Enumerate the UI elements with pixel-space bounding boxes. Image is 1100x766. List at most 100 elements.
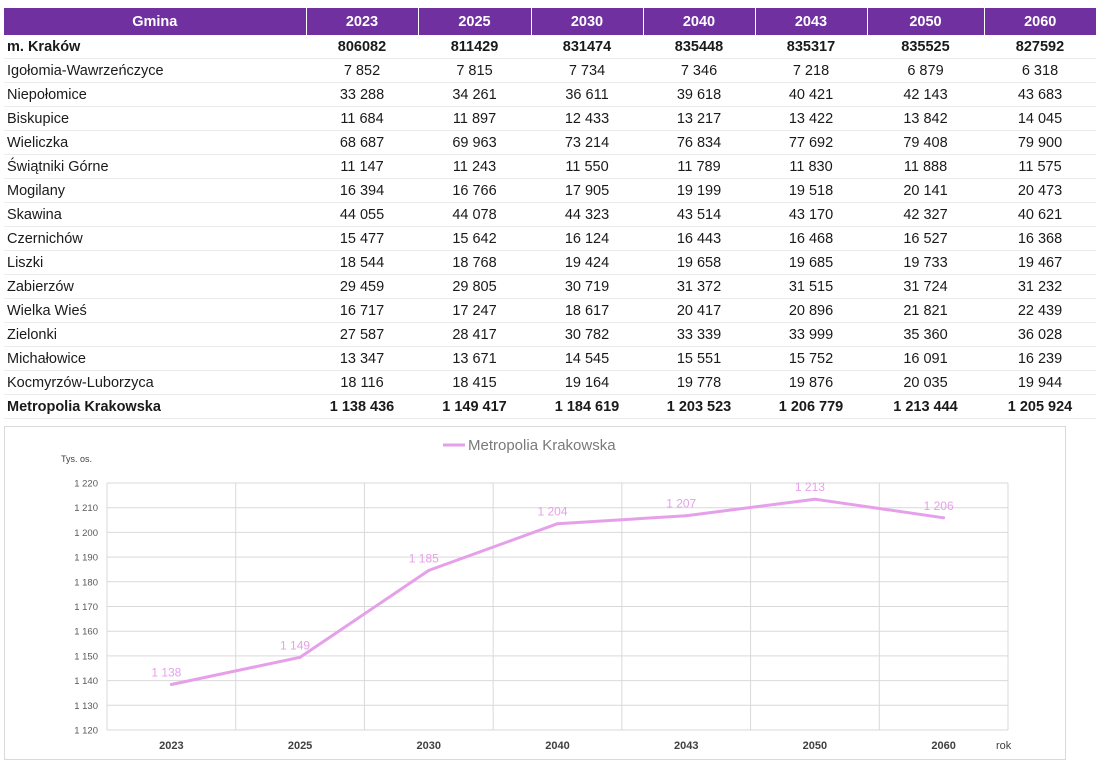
cell-value: 36 611 [531,82,643,107]
cell-value: 19 467 [984,250,1096,275]
cell-value: 11 684 [306,106,418,131]
cell-value: 1 149 417 [418,394,531,419]
cell-value: 11 550 [531,154,643,179]
data-point [942,516,946,520]
row-name: Liszki [4,250,306,275]
cell-value: 20 417 [643,298,755,323]
table-row: Skawina 44 055 44 078 44 323 43 514 43 170 42 … [4,202,1096,227]
cell-value: 44 078 [418,202,531,227]
cell-value: 27 587 [306,322,418,347]
table-row: Wieliczka 68 687 69 963 73 214 76 834 77 692 7… [4,130,1096,155]
row-name: Michałowice [4,346,306,371]
header-year-2025: 2025 [418,8,532,35]
row-name: m. Kraków [4,35,306,59]
row-name: Biskupice [4,106,306,131]
row-name: Świątniki Górne [4,154,306,179]
series-line-metropolia-krakowska [171,497,944,686]
cell-value: 21 821 [867,298,984,323]
y-axis-title: Tys. os. [61,454,92,464]
cell-value: 14 545 [531,346,643,371]
cell-value: 835317 [755,35,867,59]
cell-value: 7 346 [643,58,755,83]
cell-value: 40 621 [984,202,1096,227]
data-label: 1 149 [280,638,310,652]
header-year-2043: 2043 [755,8,868,35]
x-tick-label: 2050 [803,740,827,752]
row-name: Wielka Wieś [4,298,306,323]
data-point [427,568,431,572]
x-tick-label: 2040 [545,740,569,752]
row-name: Skawina [4,202,306,227]
table-row: Zabierzów 29 459 29 805 30 719 31 372 31 515 3… [4,274,1096,299]
y-tick-label: 1 140 [74,676,98,687]
cell-value: 29 805 [418,274,531,299]
cell-value: 13 422 [755,106,867,131]
y-tick-label: 1 180 [74,577,98,588]
cell-value: 30 719 [531,274,643,299]
cell-value: 76 834 [643,130,755,155]
cell-value: 33 999 [755,322,867,347]
cell-value: 7 815 [418,58,531,83]
table-row: Kocmyrzów-Luborzyca 18 116 18 415 19 164 19 … [4,370,1096,395]
cell-value: 7 218 [755,58,867,83]
cell-value: 15 752 [755,346,867,371]
cell-value: 20 035 [867,370,984,395]
cell-value: 831474 [531,35,643,59]
cell-value: 31 372 [643,274,755,299]
cell-value: 31 724 [867,274,984,299]
data-point [298,655,302,659]
cell-value: 16 239 [984,346,1096,371]
cell-value: 18 415 [418,370,531,395]
table-row: Zielonki 27 587 28 417 30 782 33 339 33 999 35… [4,322,1096,347]
cell-value: 19 199 [643,178,755,203]
table-row: Niepołomice 33 288 34 261 36 611 39 618 40 42… [4,82,1096,107]
cell-value: 18 544 [306,250,418,275]
row-name: Kocmyrzów-Luborzyca [4,370,306,395]
y-tick-label: 1 150 [74,651,98,662]
cell-value: 20 896 [755,298,867,323]
row-name: Mogilany [4,178,306,203]
cell-value: 17 247 [418,298,531,323]
y-tick-label: 1 130 [74,701,98,712]
cell-value: 1 184 619 [531,394,643,419]
cell-value: 827592 [984,35,1096,59]
cell-value: 13 217 [643,106,755,131]
row-name: Igołomia-Wawrzeńczyce [4,58,306,83]
cell-value: 36 028 [984,322,1096,347]
table-row: Mogilany 16 394 16 766 17 905 19 199 19 518 20… [4,178,1096,203]
row-name: Czernichów [4,226,306,251]
data-point [556,522,559,526]
data-point [169,682,173,686]
row-name: Metropolia Krakowska [4,394,306,419]
cell-value: 19 944 [984,370,1096,395]
cell-value: 79 900 [984,130,1096,155]
cell-value: 16 766 [418,178,531,203]
cell-value: 13 842 [867,106,984,131]
cell-value: 1 205 924 [984,394,1096,419]
cell-value: 13 671 [418,346,531,371]
data-label: 1 207 [666,497,696,511]
cell-value: 19 164 [531,370,643,395]
table-row: Wielka Wieś 16 717 17 247 18 617 20 417 20 89… [4,298,1096,323]
table-header-row: Gmina 2023 2025 2030 2040 2043 2050 2060 [4,8,1096,35]
cell-value: 44 055 [306,202,418,227]
cell-value: 1 138 436 [306,394,418,419]
cell-value: 79 408 [867,130,984,155]
x-tick-label: 2025 [288,740,312,752]
cell-value: 19 733 [867,250,984,275]
cell-value: 34 261 [418,82,531,107]
cell-value: 13 347 [306,346,418,371]
cell-value: 69 963 [418,130,531,155]
cell-value: 16 091 [867,346,984,371]
x-tick-label: 2043 [674,740,698,752]
table-row: Igołomia-Wawrzeńczyce 7 852 7 815 7 734 7 34… [4,58,1096,83]
cell-value: 15 477 [306,226,418,251]
header-year-2060: 2060 [984,8,1096,35]
cell-value: 11 147 [306,154,418,179]
data-label: 1 204 [537,505,567,519]
table-row: Liszki 18 544 18 768 19 424 19 658 19 685 19 7… [4,250,1096,275]
y-tick-label: 1 190 [74,553,98,564]
cell-value: 19 518 [755,178,867,203]
cell-value: 30 782 [531,322,643,347]
cell-value: 1 206 779 [755,394,867,419]
